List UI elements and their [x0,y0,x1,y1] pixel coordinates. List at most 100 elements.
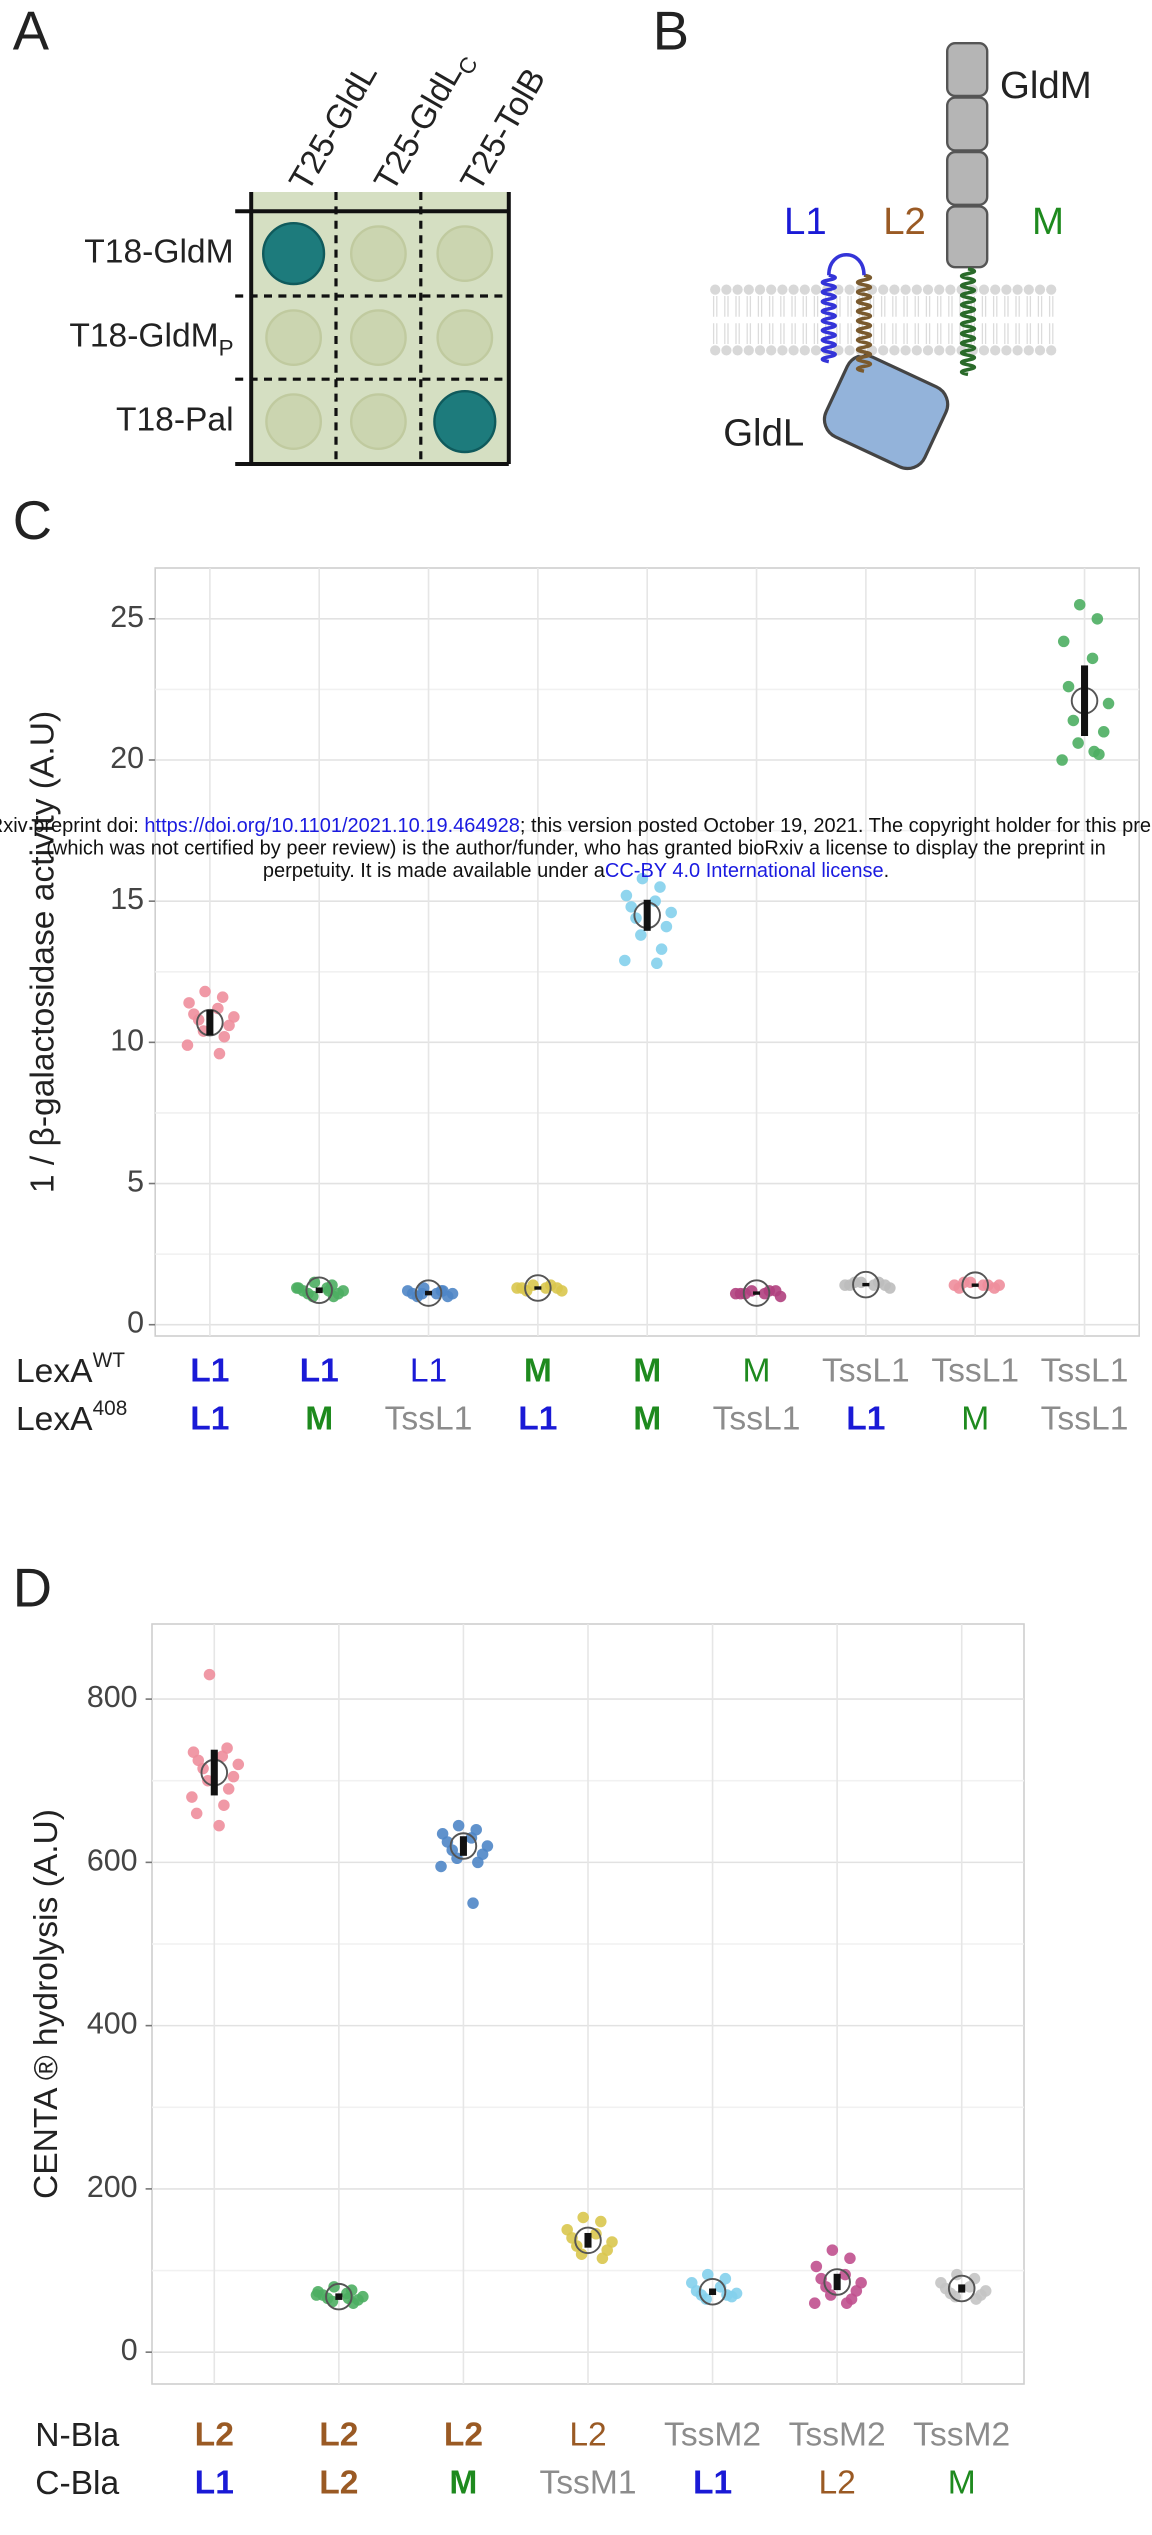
helix [820,273,837,364]
lipid-head [945,284,956,295]
watermark-text: . [884,860,890,882]
spot-negative [350,393,407,450]
spot-negative [436,309,494,366]
data-point [949,2290,962,2303]
lipid-tail [757,296,763,344]
lipid-tail [813,296,819,344]
data-point [1102,697,1115,710]
lipid-head [990,345,1001,356]
data-point [228,1011,240,1023]
data-point [223,1019,235,1032]
lipid-head [799,284,810,295]
data-point [213,1819,225,1832]
lipid-head [810,284,822,295]
data-point [619,954,631,967]
lipid-head [1034,284,1046,295]
y-tick-label: 0 [121,2333,138,2367]
y-tick-label: 600 [87,1843,138,1877]
error-bar [709,2288,717,2296]
lipid-head [732,284,743,295]
category-label: TssM1 [539,2465,636,2502]
lipid-head [1001,284,1012,295]
lipid-tail [936,296,942,344]
data-point [199,985,211,998]
category-label: M [743,1353,771,1390]
data-point [227,1770,240,1783]
lipid-tail [981,296,987,344]
category-label: L1 [693,2465,732,2502]
lipid-head [810,345,822,356]
category-label: TssM2 [913,2417,1010,2454]
error-bar [335,2293,343,2300]
error-bar [210,1749,218,1796]
lipid-tail [1015,296,1020,344]
watermark-link[interactable]: CC-BY 4.0 International license [605,860,884,882]
category-label: M [449,2465,477,2502]
spot-negative [436,225,494,282]
watermark-line: bioRxiv preprint doi: https://doi.org/10… [0,815,1152,837]
watermark-link[interactable]: https://doi.org/10.1101/2021.10.19.46492… [144,815,520,837]
row-name-superscript: 408 [93,1397,128,1420]
data-point [868,1279,880,1291]
lipid-head [878,284,889,295]
lipid-tail [948,296,953,344]
data-point [655,943,668,955]
diagram-label: GldM [1000,64,1092,107]
spot-negative [350,225,407,282]
data-point [551,1282,563,1294]
lipid-head [900,345,911,356]
data-point [963,2281,976,2293]
mean-marker [947,2274,976,2303]
gldl-domain [822,353,950,471]
row-name: LexA408 [16,1397,127,1438]
category-label: L2 [569,2417,606,2454]
category-label: TssM2 [789,2417,886,2454]
lipid-head [743,284,754,295]
data-point [826,2244,839,2256]
lipid-head [766,345,777,356]
lipid-head [777,284,788,295]
category-label: TssL1 [822,1353,910,1390]
y-tick-label: 200 [87,2170,138,2204]
category-label: TssL1 [931,1353,1019,1390]
mean-marker [852,1270,880,1299]
lipid-tail [746,296,752,344]
row-name-text: N-Bla [35,2417,119,2454]
mean-marker [449,1832,478,1860]
lipid-head [844,284,855,295]
data-point [651,957,663,970]
row-header: T18-GldM [84,233,233,270]
y-tick-label: 400 [87,2007,138,2041]
error-bar [425,1290,433,1296]
lipid-head [1034,345,1046,356]
category-label: L1 [410,1353,447,1390]
error-bar [753,1291,761,1295]
data-point [1057,635,1070,648]
label-text: T18-Pal [116,401,234,438]
lipid-tail [1004,296,1009,344]
diagram-label: GldL [723,411,804,454]
category-label: L1 [190,1401,229,1438]
mean-marker [325,2282,353,2311]
y-tick-label: 15 [110,882,144,916]
category-label: L2 [319,2465,358,2502]
lipid-tail [802,296,808,344]
lipid-head [799,345,810,356]
spot-negative [265,393,322,450]
y-tick-label: 800 [87,1680,138,1714]
data-point [520,1285,533,1297]
lipid-tail [847,296,852,344]
y-axis-title: CENTA ® hydrolysis (A.U) [28,1809,65,2199]
row-header: T18-Pal [116,401,234,438]
error-bar [584,2232,592,2248]
diagram-label: L1 [784,200,827,243]
lipid-head [710,284,721,295]
label-subscript: P [219,336,234,361]
data-point [190,1807,203,1820]
lipid-head [934,345,945,356]
data-point [958,1276,970,1289]
error-bar [862,1282,870,1287]
lipid-head [1001,345,1012,356]
category-label: M [305,1401,333,1438]
data-point [183,997,195,1009]
